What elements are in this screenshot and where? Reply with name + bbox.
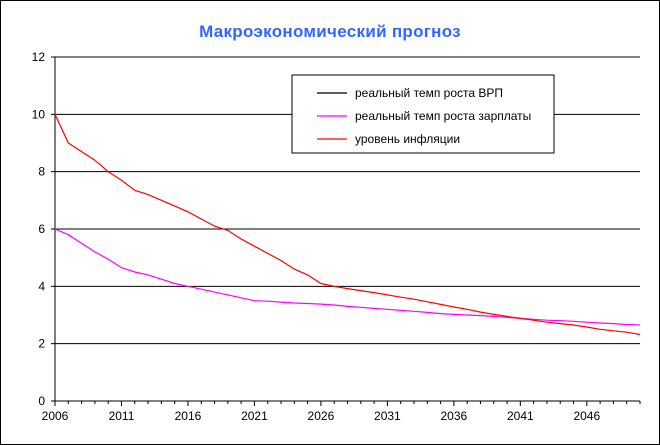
x-tick-label-3: 2021 [241, 409, 268, 423]
series-lines [54, 114, 641, 336]
y-axis-ticks: 0 2 4 6 8 10 12 [32, 50, 55, 408]
chart-title: Макроэкономический прогноз [199, 22, 461, 41]
y-tick-label-5: 10 [32, 107, 46, 121]
x-tick-label-6: 2036 [441, 409, 468, 423]
y-tick-label-6: 12 [32, 50, 46, 64]
series-line-1 [54, 228, 641, 326]
y-tick-label-3: 6 [38, 222, 45, 236]
y-tick-label-2: 4 [38, 279, 45, 293]
x-tick-label-4: 2026 [308, 409, 335, 423]
x-tick-label-1: 2011 [109, 409, 135, 423]
x-tick-label-8: 2046 [573, 409, 600, 423]
x-tick-label-0: 2006 [42, 409, 69, 423]
series-line-2 [54, 114, 641, 336]
x-tick-label-2: 2016 [175, 409, 202, 423]
legend-label-2: уровень инфляции [355, 132, 460, 146]
legend: реальный темп роста ВРП реальный темп рос… [291, 74, 555, 154]
legend-label-0: реальный темп роста ВРП [355, 86, 503, 100]
legend-box [291, 74, 555, 154]
y-tick-label-4: 8 [38, 165, 45, 179]
grid-lines [55, 56, 640, 345]
x-axis-ticks: 2006 2011 2016 2021 2026 2031 2036 2041 2046 [42, 401, 641, 423]
x-tick-label-5: 2031 [374, 409, 401, 423]
y-tick-label-1: 2 [38, 337, 45, 351]
y-tick-label-0: 0 [38, 394, 45, 408]
x-tick-label-7: 2041 [507, 409, 534, 423]
legend-label-1: реальный темп роста зарплаты [355, 109, 531, 123]
